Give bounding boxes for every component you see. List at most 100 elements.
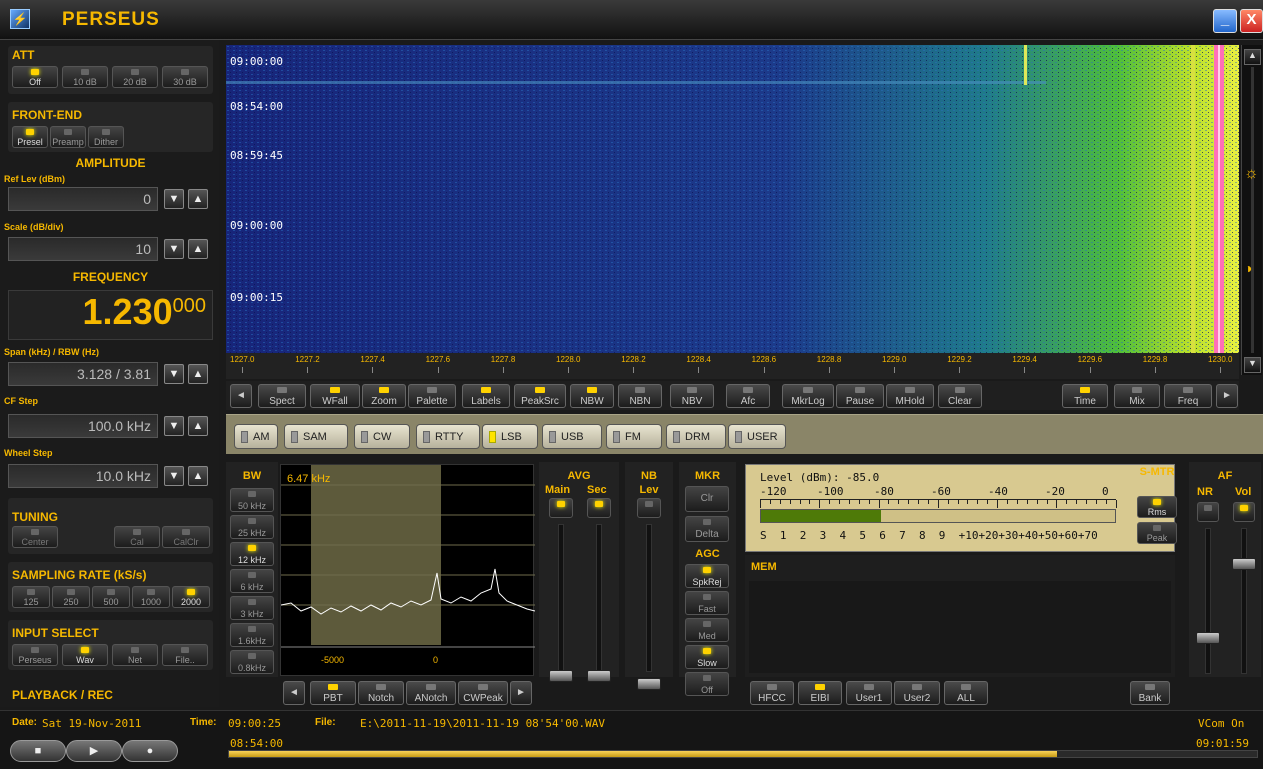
toolbar-left-button[interactable]: ◄ [230,384,252,408]
att-10-db-button[interactable]: 10 dB [62,66,108,88]
minimize-button[interactable]: _ [1213,9,1237,33]
frontend-dither-button[interactable]: Dither [88,126,124,148]
att-off-button[interactable]: Off [12,66,58,88]
toolbar-freq-button[interactable]: Freq [1164,384,1212,408]
span-up-button[interactable]: ▲ [188,364,208,384]
agc-off-button[interactable]: Off [685,672,729,696]
bw-0-8khz-button[interactable]: 0.8kHz [230,650,274,674]
mem-user2-button[interactable]: User2 [894,681,940,705]
cf-step-value[interactable]: 100.0 kHz [8,414,158,438]
avg-main-knob[interactable] [549,670,573,682]
spectrum-right-button[interactable]: ► [510,681,532,705]
scroll-up-button[interactable]: ▲ [1244,49,1261,65]
toolbar-pause-button[interactable]: Pause [836,384,884,408]
nb-toggle[interactable] [637,498,661,518]
tuning-cal-button[interactable]: Cal [114,526,160,548]
span-value[interactable]: 3.128 / 3.81 [8,362,158,386]
agc-med-button[interactable]: Med [685,618,729,642]
scale-up-button[interactable]: ▲ [188,239,208,259]
avg-sec-toggle[interactable] [587,498,611,518]
avg-main-slider[interactable] [558,524,564,672]
close-button[interactable]: X [1240,9,1263,33]
mode-sam-button[interactable]: SAM [284,424,348,449]
nr-toggle[interactable] [1197,502,1219,522]
mode-rtty-button[interactable]: RTTY [416,424,480,449]
avg-main-toggle[interactable] [549,498,573,518]
nb-level-knob[interactable] [637,678,661,690]
mkr-delta-button[interactable]: Delta [685,516,729,542]
frontend-presel-button[interactable]: Presel [12,126,48,148]
toolbar-wfall-button[interactable]: WFall [310,384,360,408]
toolbar-afc-button[interactable]: Afc [726,384,770,408]
sample-rate-500-button[interactable]: 500 [92,586,130,608]
vol-knob[interactable] [1232,558,1256,570]
input-perseus-button[interactable]: Perseus [12,644,58,666]
avg-sec-knob[interactable] [587,670,611,682]
toolbar-spect-button[interactable]: Spect [258,384,306,408]
bw-50-khz-button[interactable]: 50 kHz [230,488,274,512]
agc-slow-button[interactable]: Slow [685,645,729,669]
bw-3-khz-button[interactable]: 3 kHz [230,596,274,620]
bw-12-khz-button[interactable]: 12 kHz [230,542,274,566]
cf-step-down-button[interactable]: ▼ [164,416,184,436]
wheel-step-up-button[interactable]: ▲ [188,466,208,486]
tuning-center-button[interactable]: Center [12,526,58,548]
wheel-step-value[interactable]: 10.0 kHz [8,464,158,488]
rms-button[interactable]: Rms [1137,496,1177,518]
spectrum-notch-button[interactable]: Notch [358,681,404,705]
play-button[interactable]: ▶ [66,740,122,762]
ref-level-up-button[interactable]: ▲ [188,189,208,209]
contrast-slider-track[interactable] [1251,67,1254,353]
toolbar-right-button[interactable]: ► [1216,384,1238,408]
mem-eibi-button[interactable]: EIBI [798,681,842,705]
toolbar-palette-button[interactable]: Palette [408,384,456,408]
toolbar-time-button[interactable]: Time [1062,384,1108,408]
mode-cw-button[interactable]: CW [354,424,410,449]
ref-level-value[interactable]: 0 [8,187,158,211]
peak-button[interactable]: Peak [1137,522,1177,544]
mode-usb-button[interactable]: USB [542,424,602,449]
agc-spkrej-button[interactable]: SpkRej [685,564,729,588]
frequency-display[interactable]: 1.230000 [8,290,213,340]
avg-sec-slider[interactable] [596,524,602,672]
nr-slider[interactable] [1205,528,1211,674]
ref-level-down-button[interactable]: ▼ [164,189,184,209]
input-wav-button[interactable]: Wav [62,644,108,666]
stop-button[interactable]: ■ [10,740,66,762]
memory-list[interactable] [749,581,1171,673]
mem-all-button[interactable]: ALL [944,681,988,705]
bw-6-khz-button[interactable]: 6 kHz [230,569,274,593]
nb-level-slider[interactable] [646,524,652,672]
bw-25-khz-button[interactable]: 25 kHz [230,515,274,539]
toolbar-peaksrc-button[interactable]: PeakSrc [514,384,566,408]
mem-hfcc-button[interactable]: HFCC [750,681,794,705]
agc-fast-button[interactable]: Fast [685,591,729,615]
frontend-preamp-button[interactable]: Preamp [50,126,86,148]
sample-rate-125-button[interactable]: 125 [12,586,50,608]
nr-knob[interactable] [1196,632,1220,644]
toolbar-mkrlog-button[interactable]: MkrLog [782,384,834,408]
vol-slider[interactable] [1241,528,1247,674]
mode-drm-button[interactable]: DRM [666,424,726,449]
mkr-clear-button[interactable]: Clr [685,486,729,512]
toolbar-nbv-button[interactable]: NBV [670,384,714,408]
sample-rate-250-button[interactable]: 250 [52,586,90,608]
scroll-down-button[interactable]: ▼ [1244,357,1261,373]
waterfall-display[interactable]: 09:00:00 08:54:00 08:59:45 09:00:00 09:0… [226,45,1239,353]
toolbar-nbn-button[interactable]: NBN [618,384,662,408]
input-file-button[interactable]: File.. [162,644,208,666]
input-net-button[interactable]: Net [112,644,158,666]
toolbar-mix-button[interactable]: Mix [1114,384,1160,408]
vol-toggle[interactable] [1233,502,1255,522]
toolbar-mhold-button[interactable]: MHold [886,384,934,408]
spectrum-left-button[interactable]: ◄ [283,681,305,705]
mode-user-button[interactable]: USER [728,424,786,449]
bw-1-6khz-button[interactable]: 1.6kHz [230,623,274,647]
scale-value[interactable]: 10 [8,237,158,261]
att-30-db-button[interactable]: 30 dB [162,66,208,88]
toolbar-clear-button[interactable]: Clear [938,384,982,408]
att-20-db-button[interactable]: 20 dB [112,66,158,88]
sample-rate-2000-button[interactable]: 2000 [172,586,210,608]
playback-progress-bar[interactable] [228,750,1258,758]
spectrum-anotch-button[interactable]: ANotch [406,681,456,705]
